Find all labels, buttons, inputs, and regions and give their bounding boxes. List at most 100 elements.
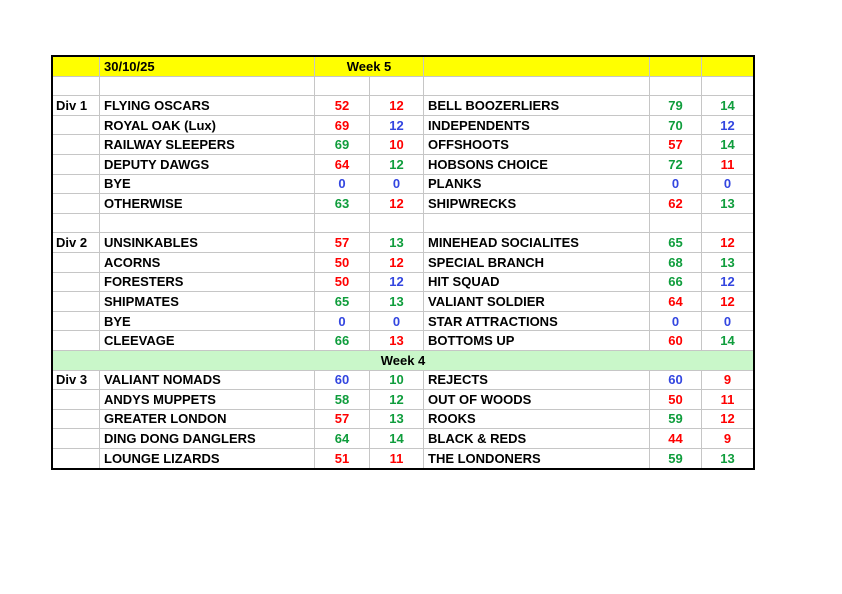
header-empty-cell: [424, 57, 650, 77]
home-score: 64: [315, 154, 370, 175]
match-row: ANDYS MUPPETS 58 12 OUT OF WOODS 50 11: [53, 390, 753, 410]
home-score: 57: [315, 233, 370, 253]
away-score: 0: [650, 174, 702, 195]
away-points: 11: [702, 390, 753, 410]
home-points: 12: [370, 272, 424, 293]
home-team-name: ROYAL OAK (Lux): [100, 115, 315, 136]
week4-banner: Week 4: [53, 350, 753, 371]
match-row: RAILWAY SLEEPERS 69 10 OFFSHOOTS 57 14: [53, 135, 753, 155]
away-score: 57: [650, 135, 702, 155]
match-row: Div 3 VALIANT NOMADS 60 10 REJECTS 60 9: [53, 370, 753, 391]
match-row: Div 2 UNSINKABLES 57 13 MINEHEAD SOCIALITES 6…: [53, 233, 753, 253]
league-results-table: 30/10/25 Week 5 Div 1 FLYING OSCARS 52 12 BELL…: [51, 55, 755, 471]
away-team-name: ROOKS: [424, 409, 650, 430]
away-score: 59: [650, 409, 702, 430]
away-points: 12: [702, 292, 753, 312]
home-score: 63: [315, 194, 370, 214]
division-label: [53, 292, 100, 312]
home-score: 69: [315, 115, 370, 136]
home-points: 12: [370, 154, 424, 175]
away-team-name: PLANKS: [424, 174, 650, 195]
away-team-name: THE LONDONERS: [424, 448, 650, 469]
away-score: 79: [650, 96, 702, 116]
match-row: Div 1 FLYING OSCARS 52 12 BELL BOOZERLIERS 79…: [53, 96, 753, 116]
home-score: 64: [315, 429, 370, 449]
empty-cell: [53, 76, 100, 97]
division-label: [53, 115, 100, 136]
home-score: 52: [315, 96, 370, 116]
division-label: [53, 409, 100, 430]
home-team-name: DING DONG DANGLERS: [100, 429, 315, 449]
home-points: 10: [370, 135, 424, 155]
away-score: 65: [650, 233, 702, 253]
away-team-name: OUT OF WOODS: [424, 390, 650, 410]
away-score: 50: [650, 390, 702, 410]
home-score: 51: [315, 448, 370, 469]
away-points: 12: [702, 410, 753, 430]
away-score: 0: [650, 311, 702, 332]
home-points: 12: [370, 96, 424, 116]
home-team-name: BYE: [100, 311, 315, 332]
away-points: 13: [702, 253, 753, 273]
away-points: 0: [702, 312, 753, 332]
home-team-name: DEPUTY DAWGS: [100, 154, 315, 175]
home-team-name: FLYING OSCARS: [100, 96, 315, 116]
home-team-name: ACORNS: [100, 252, 315, 273]
home-points: 13: [370, 331, 424, 351]
match-row: FORESTERS 50 12 HIT SQUAD 66 12: [53, 272, 753, 293]
division-label: [53, 194, 100, 214]
away-score: 62: [650, 194, 702, 214]
empty-cell: [650, 213, 702, 234]
division-label: [53, 331, 100, 351]
home-points: 0: [370, 174, 424, 195]
away-points: 12: [702, 116, 753, 136]
match-row: SHIPMATES 65 13 VALIANT SOLDIER 64 12: [53, 292, 753, 312]
away-team-name: SHIPWRECKS: [424, 194, 650, 214]
away-team-name: MINEHEAD SOCIALITES: [424, 233, 650, 253]
home-score: 65: [315, 292, 370, 312]
header-corner-cell: [53, 57, 100, 77]
empty-cell: [315, 213, 370, 234]
home-team-name: GREATER LONDON: [100, 409, 315, 430]
home-score: 50: [315, 252, 370, 273]
away-points: 13: [702, 194, 753, 214]
spacer-row: [53, 76, 753, 97]
away-points: 14: [702, 331, 753, 351]
division-label: [53, 311, 100, 332]
home-score: 66: [315, 331, 370, 351]
match-row: BYE 0 0 STAR ATTRACTIONS 0 0: [53, 311, 753, 332]
away-score: 72: [650, 154, 702, 175]
home-points: 10: [370, 370, 424, 391]
away-points: 11: [702, 155, 753, 175]
week-header-cell: Week 5: [315, 57, 424, 77]
empty-cell: [100, 76, 315, 97]
empty-cell: [424, 213, 650, 234]
home-score: 50: [315, 272, 370, 293]
away-team-name: SPECIAL BRANCH: [424, 252, 650, 273]
division-label: [53, 252, 100, 273]
home-score: 60: [315, 370, 370, 391]
away-points: 14: [702, 96, 753, 116]
header-empty-cell: [702, 57, 753, 77]
home-score: 69: [315, 135, 370, 155]
division-label: [53, 174, 100, 195]
empty-cell: [702, 214, 753, 234]
header-row: 30/10/25 Week 5: [53, 57, 753, 77]
away-points: 12: [702, 273, 753, 293]
away-team-name: HIT SQUAD: [424, 272, 650, 293]
home-points: 13: [370, 292, 424, 312]
away-team-name: BLACK & REDS: [424, 429, 650, 449]
away-team-name: OFFSHOOTS: [424, 135, 650, 155]
away-team-name: VALIANT SOLDIER: [424, 292, 650, 312]
date-cell: 30/10/25: [100, 57, 315, 77]
home-points: 12: [370, 115, 424, 136]
division-label: [53, 429, 100, 449]
home-team-name: RAILWAY SLEEPERS: [100, 135, 315, 155]
empty-cell: [100, 213, 315, 234]
home-points: 13: [370, 233, 424, 253]
division-label: Div 3: [53, 370, 100, 391]
home-team-name: FORESTERS: [100, 272, 315, 293]
home-score: 0: [315, 311, 370, 332]
home-points: 11: [370, 448, 424, 469]
spacer-row: [53, 213, 753, 234]
